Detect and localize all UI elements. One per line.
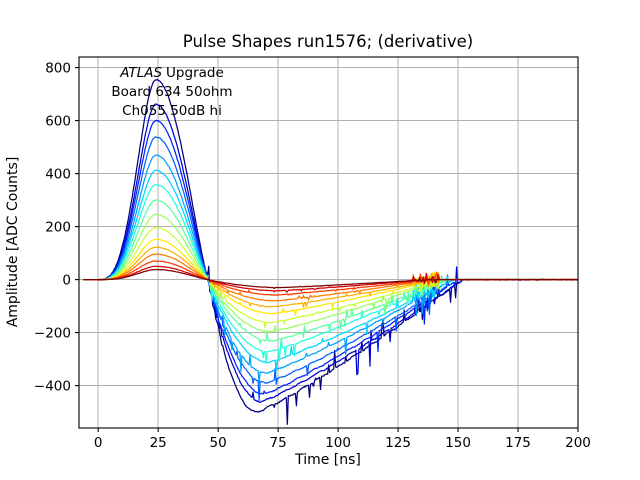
- pulse-curves: [83, 78, 579, 425]
- y-tick-label: 800: [45, 61, 71, 77]
- x-axis-ticks: 0 25 50 75 100 125 150 175 200: [94, 428, 591, 451]
- chart-title: Pulse Shapes run1576; (derivative): [183, 32, 473, 51]
- x-tick-label: 100: [325, 435, 351, 451]
- y-axis-ticks: −400 −200 0 200 400 600 800: [34, 61, 79, 395]
- axes-frame: [78, 56, 579, 429]
- x-tick-label: 50: [210, 435, 227, 451]
- atlas-annotation: ATLAS Upgrade Board 634 50ohm Ch055 50dB …: [111, 65, 232, 119]
- annotation-upgrade: Upgrade: [166, 65, 224, 81]
- y-tick-label: −400: [34, 379, 71, 395]
- y-tick-label: −200: [34, 326, 71, 342]
- x-tick-label: 125: [385, 435, 411, 451]
- pulse-curve: [83, 268, 579, 290]
- x-tick-label: 175: [505, 435, 531, 451]
- x-tick-label: 25: [150, 435, 167, 451]
- annotation-channel: Ch055 50dB hi: [122, 103, 222, 119]
- y-tick-label: 200: [45, 220, 71, 236]
- x-tick-label: 0: [94, 435, 103, 451]
- y-tick-label: 600: [45, 114, 71, 130]
- y-tick-label: 400: [45, 167, 71, 183]
- grid-lines: [79, 57, 579, 428]
- annotation-line-0: ATLAS Upgrade: [119, 65, 224, 81]
- x-tick-label: 75: [270, 435, 287, 451]
- axes-spines: [78, 56, 579, 429]
- y-tick-label: 0: [62, 273, 71, 289]
- annotation-atlas: ATLAS: [119, 65, 162, 81]
- y-axis-label: Amplitude [ADC Counts]: [5, 157, 21, 328]
- x-tick-label: 200: [565, 435, 591, 451]
- x-axis-label: Time [ns]: [294, 452, 361, 468]
- annotation-board: Board 634 50ohm: [111, 84, 232, 100]
- x-tick-label: 150: [445, 435, 471, 451]
